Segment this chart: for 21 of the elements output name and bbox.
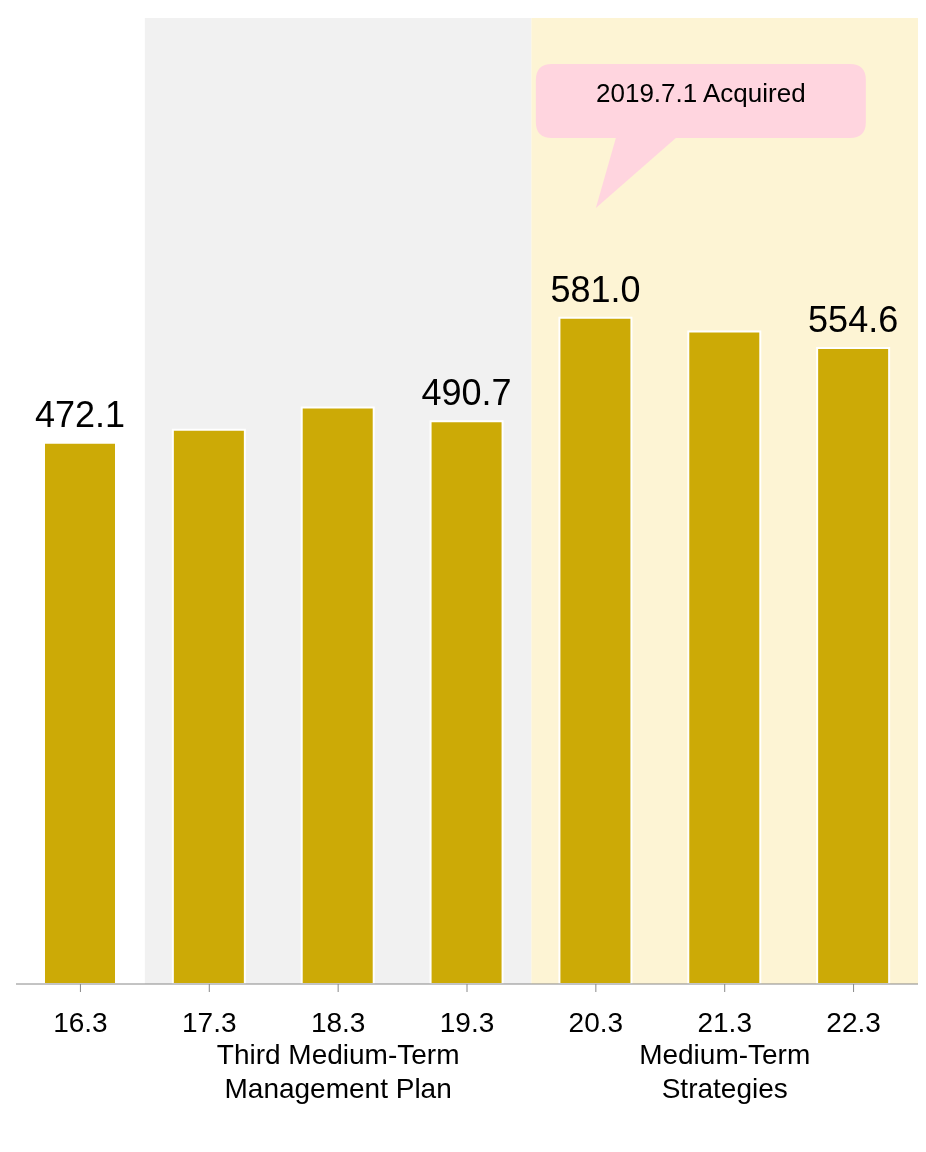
x-tick-label: 16.3	[53, 1006, 108, 1038]
x-tick-label: 18.3	[310, 1006, 366, 1038]
bar	[558, 316, 633, 984]
bar	[687, 330, 762, 984]
bar	[43, 441, 117, 984]
x-tick-label: 19.3	[439, 1006, 495, 1038]
data-label: 472.1	[34, 393, 126, 435]
x-tick-label: 22.3	[826, 1006, 881, 1038]
data-label: 554.6	[808, 299, 899, 341]
speech-bubble: 2019.7.1 Acquired	[535, 63, 866, 208]
bar	[171, 428, 246, 984]
data-label: 490.7	[421, 372, 512, 414]
x-tick-label: 17.3	[182, 1006, 237, 1038]
band-label: Third Medium-Term Management Plan	[216, 1039, 460, 1104]
x-tick-label: 20.3	[568, 1006, 624, 1038]
x-tick-label: 21.3	[697, 1006, 752, 1038]
bar	[429, 420, 504, 984]
bar	[816, 347, 891, 984]
bar	[300, 406, 375, 984]
band-label: Medium-Term Strategies	[639, 1039, 811, 1104]
data-label: 581.0	[550, 268, 641, 310]
